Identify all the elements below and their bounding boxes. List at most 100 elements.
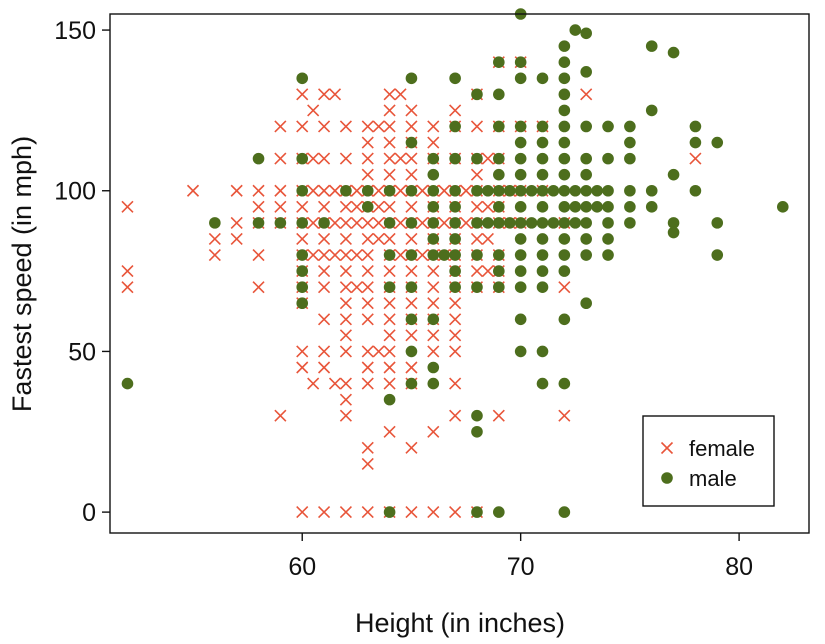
male-point xyxy=(580,233,592,245)
female-point xyxy=(339,216,352,229)
male-point xyxy=(645,40,658,52)
male-point xyxy=(711,136,724,149)
female-point xyxy=(427,425,440,438)
x-tick-label: 60 xyxy=(288,553,316,581)
female-point xyxy=(405,297,418,310)
legend-female-marker xyxy=(660,441,674,455)
female-point xyxy=(383,425,396,438)
female-point xyxy=(328,216,342,229)
male-point xyxy=(602,152,614,165)
male-point xyxy=(558,104,571,117)
male-point xyxy=(580,201,592,213)
male-point xyxy=(493,184,505,197)
female-point xyxy=(339,232,352,246)
male-point xyxy=(296,249,309,261)
male-point xyxy=(427,233,440,245)
male-point xyxy=(558,377,571,390)
female-point xyxy=(405,120,418,133)
female-point xyxy=(558,409,571,422)
male-point xyxy=(536,168,549,181)
male-point xyxy=(449,120,461,133)
female-point xyxy=(427,281,440,294)
female-point xyxy=(481,232,494,246)
female-point xyxy=(307,184,320,197)
male-point xyxy=(427,313,440,326)
male-point xyxy=(361,184,374,197)
male-point xyxy=(503,217,516,229)
female-point xyxy=(405,168,418,181)
female-point xyxy=(230,232,243,246)
male-point xyxy=(602,120,614,133)
female-point xyxy=(339,345,352,358)
female-point xyxy=(470,265,484,278)
male-point xyxy=(449,72,461,85)
male-point xyxy=(427,168,440,181)
male-point xyxy=(493,249,505,261)
female-point xyxy=(470,200,484,213)
male-point xyxy=(514,345,527,358)
male-point xyxy=(296,152,309,165)
male-point xyxy=(383,249,396,261)
male-point xyxy=(645,104,658,117)
male-point xyxy=(645,201,658,213)
male-point xyxy=(558,40,571,52)
male-point xyxy=(558,56,571,69)
female-point xyxy=(372,200,385,213)
male-point xyxy=(558,168,571,181)
male-point xyxy=(405,72,418,85)
male-point xyxy=(536,377,549,390)
female-point xyxy=(449,345,462,358)
male-point xyxy=(547,217,560,229)
female-point xyxy=(296,345,309,358)
female-point xyxy=(230,184,243,197)
male-point xyxy=(624,120,636,133)
female-point xyxy=(296,120,309,133)
male-point xyxy=(482,184,494,197)
male-point xyxy=(558,120,571,133)
male-point xyxy=(569,201,582,213)
plot-area-frame xyxy=(109,13,810,534)
female-point xyxy=(459,184,473,197)
male-point xyxy=(558,152,571,165)
female-point xyxy=(328,88,342,101)
female-point xyxy=(427,345,440,358)
female-point xyxy=(318,345,331,358)
female-point xyxy=(449,329,462,342)
male-point xyxy=(580,168,592,181)
female-point xyxy=(383,120,396,133)
male-point xyxy=(493,56,505,69)
female-point xyxy=(361,377,374,390)
male-point xyxy=(514,56,527,69)
male-point xyxy=(591,201,603,213)
female-point xyxy=(274,409,287,422)
female-point xyxy=(361,120,374,133)
y-tick-label: 0 xyxy=(82,499,96,527)
male-point xyxy=(427,361,440,374)
male-point xyxy=(558,506,571,518)
male-point xyxy=(591,184,603,197)
male-point xyxy=(493,265,505,277)
male-point xyxy=(471,409,483,422)
male-point xyxy=(209,217,221,229)
data-points xyxy=(121,8,789,519)
male-point xyxy=(405,345,418,358)
female-point xyxy=(339,248,352,262)
male-point xyxy=(536,201,549,213)
male-point xyxy=(514,281,527,293)
female-point xyxy=(405,265,418,278)
female-point xyxy=(252,200,265,213)
male-point xyxy=(558,184,571,197)
female-point xyxy=(328,184,342,197)
male-point xyxy=(449,217,461,229)
male-point xyxy=(493,201,505,213)
male-point xyxy=(449,201,461,213)
male-point xyxy=(361,201,374,213)
male-point xyxy=(427,217,440,229)
y-axis-label: Fastest speed (in mph) xyxy=(7,136,37,412)
female-point xyxy=(339,329,352,342)
female-point xyxy=(405,329,418,342)
male-point xyxy=(624,136,636,149)
male-point xyxy=(405,217,418,229)
female-point xyxy=(405,361,418,374)
male-point xyxy=(624,152,636,165)
